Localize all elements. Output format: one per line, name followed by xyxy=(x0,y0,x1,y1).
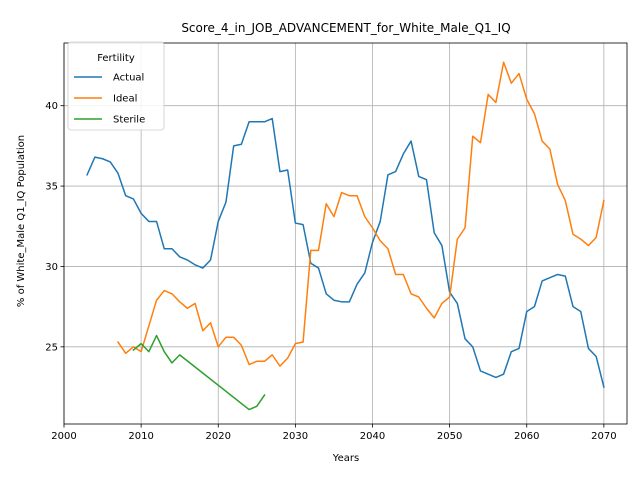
y-tick-label: 30 xyxy=(45,262,58,273)
chart-title: Score_4_in_JOB_ADVANCEMENT_for_White_Mal… xyxy=(181,21,510,35)
legend-label-sterile: Sterile xyxy=(113,115,145,126)
plot-frame xyxy=(63,42,628,425)
x-tick-label: 2030 xyxy=(283,431,308,442)
legend-label-ideal: Ideal xyxy=(113,94,137,105)
y-tick-label: 35 xyxy=(45,182,58,193)
x-tick-label: 2070 xyxy=(591,431,616,442)
y-tick-label: 40 xyxy=(45,101,58,112)
series-line-sterile xyxy=(132,334,266,411)
y-axis-ticks: 25 30 35 40 xyxy=(45,101,64,353)
x-tick-label: 2000 xyxy=(51,431,76,442)
grid-lines xyxy=(63,43,627,424)
x-tick-label: 2010 xyxy=(128,431,153,442)
series-line-ideal xyxy=(116,61,605,367)
legend-entries: Actual Ideal Sterile xyxy=(74,73,145,126)
x-tick-label: 2060 xyxy=(514,431,539,442)
legend-title: Fertility xyxy=(97,53,135,64)
legend-box xyxy=(67,41,165,131)
legend-label-actual: Actual xyxy=(113,73,144,84)
y-tick-label: 25 xyxy=(45,342,58,353)
legend: Fertility Actual Ideal Sterile xyxy=(67,41,165,131)
x-axis-label: Years xyxy=(332,453,359,464)
x-tick-label: 2040 xyxy=(360,431,385,442)
series-layer xyxy=(86,61,605,411)
y-axis-label: % of White_Male Q1_IQ Population xyxy=(16,135,27,307)
x-tick-label: 2020 xyxy=(206,431,231,442)
x-tick-label: 2050 xyxy=(437,431,462,442)
series-line-actual xyxy=(86,117,605,388)
x-axis-ticks: 2000 2010 2020 2030 2040 2050 2060 2070 xyxy=(51,424,617,442)
